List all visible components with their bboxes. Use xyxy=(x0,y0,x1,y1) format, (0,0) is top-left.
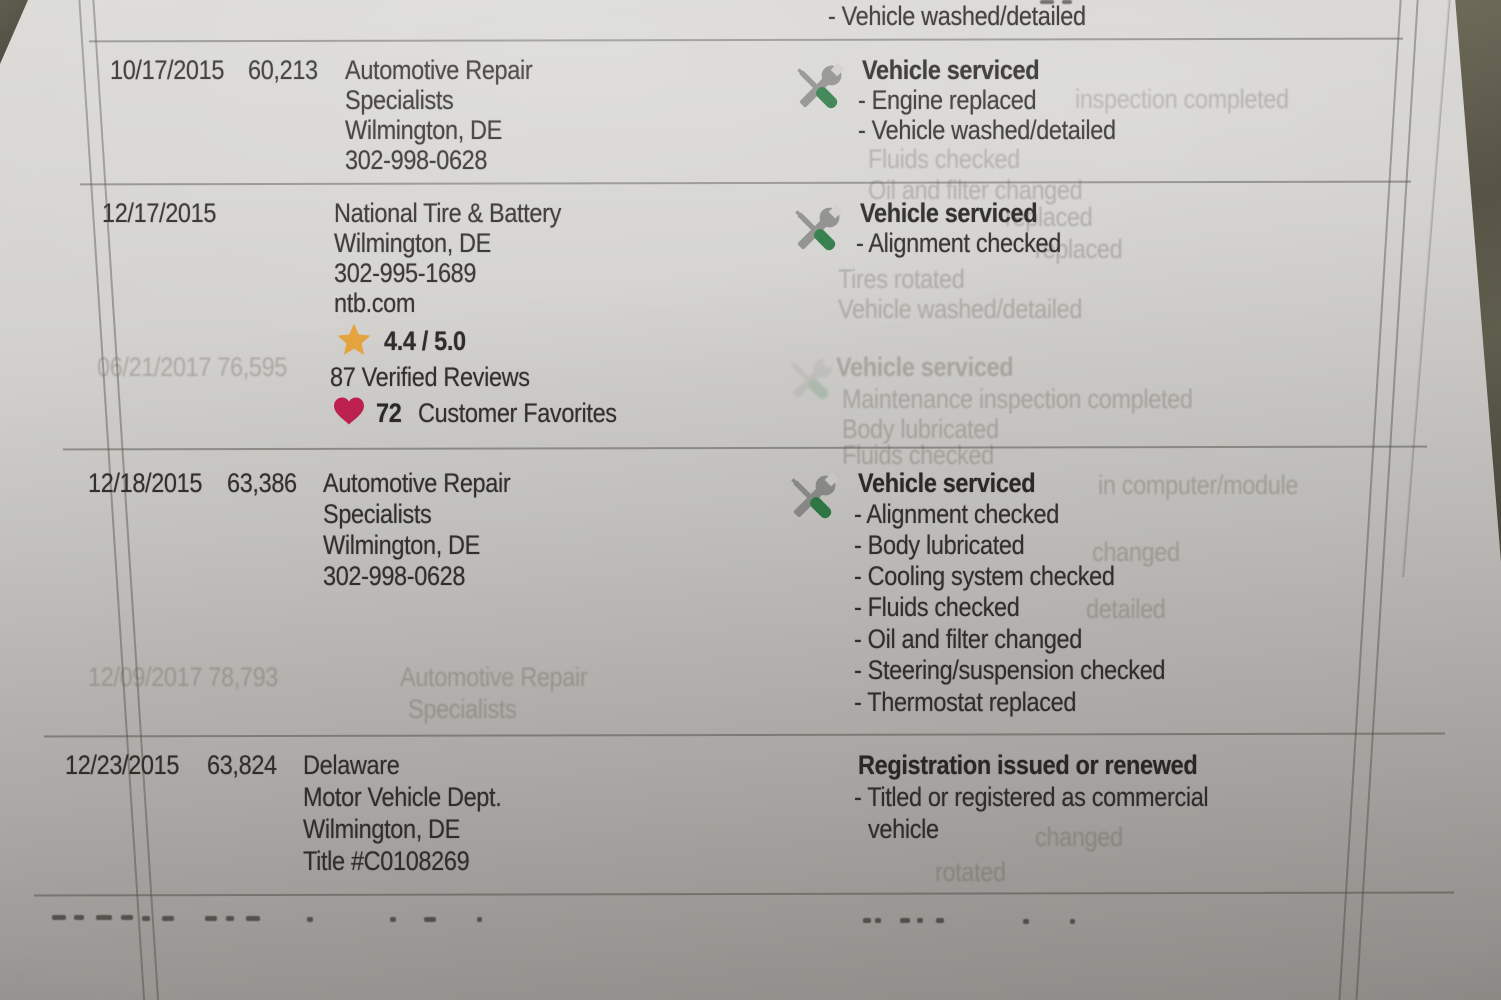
ghost-text: replaced xyxy=(1005,202,1093,232)
ghost-text: inspection completed xyxy=(1075,84,1289,114)
record-detail: - Fluids checked xyxy=(854,592,1020,622)
source-line: Automotive Repair xyxy=(323,468,511,498)
record-title: Vehicle serviced xyxy=(860,198,1038,228)
favorites-label: Customer Favorites xyxy=(418,398,617,428)
source-line: ntb.com xyxy=(334,288,416,318)
verified-reviews: 87 Verified Reviews xyxy=(330,362,530,392)
record-detail: - Thermostat replaced xyxy=(854,687,1077,717)
record-detail: - Oil and filter changed xyxy=(854,624,1082,654)
record-date: 12/23/2015 xyxy=(65,750,180,780)
ghost-text: Maintenance inspection completed xyxy=(842,384,1193,414)
cut-off-text-fragment xyxy=(142,916,150,921)
source-line: Wilmington, DE xyxy=(334,228,491,258)
cut-off-text-fragment xyxy=(96,915,112,920)
record-date: 12/18/2015 xyxy=(88,468,203,498)
cut-off-text-fragment xyxy=(226,916,234,921)
ghost-text: rotated xyxy=(935,857,1006,887)
source-line: Automotive Repair xyxy=(345,55,533,85)
source-line: Delaware xyxy=(303,750,400,780)
cut-off-text-fragment xyxy=(74,915,84,920)
record-odometer: 63,824 xyxy=(207,750,277,780)
ghost-text: Vehicle washed/detailed xyxy=(838,294,1083,324)
record-detail: - Cooling system checked xyxy=(854,561,1115,591)
record-detail: - Engine replaced xyxy=(858,85,1037,115)
cut-off-text-fragment xyxy=(936,918,944,923)
cut-off-text-fragment xyxy=(1023,919,1029,924)
record-detail: - Titled or registered as commercial xyxy=(854,782,1209,812)
record-detail: vehicle xyxy=(868,814,939,844)
cut-off-text-fragment xyxy=(307,917,313,922)
ghost-text: Fluids checked xyxy=(842,440,994,470)
ghost-text: Fluids checked xyxy=(868,144,1020,174)
rating-score: 4.4 / 5.0 xyxy=(384,326,466,356)
record-detail: - Vehicle washed/detailed xyxy=(828,1,1086,31)
source-line: Specialists xyxy=(323,499,432,529)
record-title: Registration issued or renewed xyxy=(858,750,1198,780)
source-line: 302-995-1689 xyxy=(334,258,477,288)
source-line: Title #C0108269 xyxy=(303,846,470,876)
source-line: Motor Vehicle Dept. xyxy=(303,782,502,812)
source-line: Wilmington, DE xyxy=(323,530,480,560)
source-line: Wilmington, DE xyxy=(303,814,460,844)
source-line: Wilmington, DE xyxy=(345,115,502,145)
cut-off-text-fragment xyxy=(1070,919,1075,924)
ghost-text: replaced xyxy=(1035,234,1123,264)
cut-off-text-fragment xyxy=(205,916,217,921)
record-odometer: 63,386 xyxy=(227,468,297,498)
record-detail: - Steering/suspension checked xyxy=(854,655,1166,685)
ghost-text: Automotive Repair xyxy=(400,662,588,692)
source-line: 302-998-0628 xyxy=(345,145,488,175)
ghost-text: 12/09/2017 78,793 xyxy=(88,662,279,692)
source-line: National Tire & Battery xyxy=(334,198,562,228)
ghost-text: changed xyxy=(1035,822,1123,852)
record-title: Vehicle serviced xyxy=(858,468,1036,498)
cut-off-text-fragment xyxy=(121,915,133,920)
record-detail: - Alignment checked xyxy=(856,228,1061,258)
cut-off-text-fragment xyxy=(424,917,436,922)
favorites-count: 72 xyxy=(376,398,402,428)
record-detail: - Alignment checked xyxy=(854,499,1059,529)
record-title: Vehicle serviced xyxy=(862,55,1040,85)
cut-off-text-fragment xyxy=(917,918,923,923)
cut-off-text-fragment xyxy=(900,918,910,923)
record-date: 10/17/2015 xyxy=(110,55,225,85)
ghost-text: detailed xyxy=(1086,594,1166,624)
cut-off-text-fragment xyxy=(1062,0,1072,4)
record-odometer: 60,213 xyxy=(248,55,318,85)
cut-off-text-fragment xyxy=(863,918,871,923)
ghost-text: Specialists xyxy=(408,694,517,724)
record-date: 12/17/2015 xyxy=(102,198,217,228)
record-detail: - Vehicle washed/detailed xyxy=(858,115,1116,145)
ghost-text: Body lubricated xyxy=(842,414,999,444)
ghost-text: Tires rotated xyxy=(838,264,965,294)
cut-off-text-fragment xyxy=(477,917,482,922)
source-line: 302-998-0628 xyxy=(323,561,466,591)
source-line: Specialists xyxy=(345,85,454,115)
ghost-text: in computer/module xyxy=(1098,470,1299,500)
cut-off-text-fragment xyxy=(390,917,396,922)
ghost-text: changed xyxy=(1092,537,1180,567)
cut-off-text-fragment xyxy=(162,916,174,921)
ghost-text: Vehicle serviced xyxy=(836,352,1014,382)
cut-off-text-fragment xyxy=(875,918,881,923)
ghost-text: Oil and filter changed xyxy=(868,175,1083,205)
record-detail: - Body lubricated xyxy=(854,530,1025,560)
cut-off-text-fragment xyxy=(246,916,260,921)
cut-off-text-fragment xyxy=(1040,0,1054,4)
ghost-text: 06/21/2017 76,595 xyxy=(97,352,288,382)
cut-off-text-fragment xyxy=(52,915,66,920)
